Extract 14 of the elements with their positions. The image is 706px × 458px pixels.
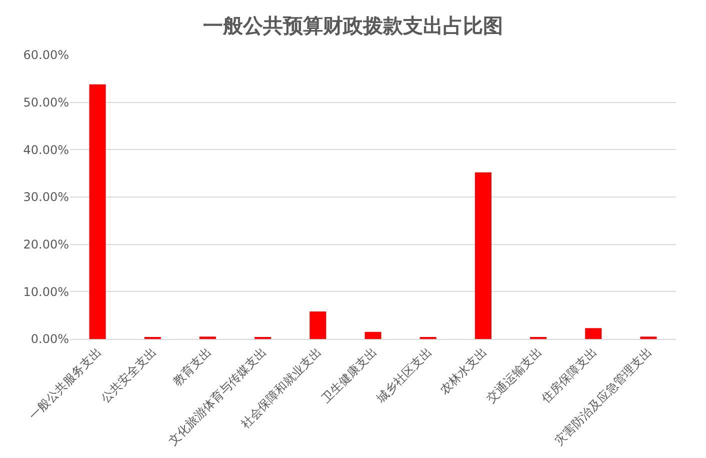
- x-tick-label: 教育支出: [170, 344, 214, 389]
- bar: [474, 172, 492, 339]
- y-tick-label: 60.00%: [23, 48, 69, 62]
- y-tick-label: 10.00%: [23, 284, 69, 299]
- y-tick-label: 40.00%: [23, 142, 69, 157]
- y-tick-label: 50.00%: [23, 96, 69, 110]
- y-tick-label: 30.00%: [23, 190, 69, 204]
- chart-title: 一般公共预算财政拨款支出占比图: [203, 15, 503, 38]
- bar: [364, 332, 382, 339]
- y-tick-label: 0.00%: [30, 332, 69, 346]
- bar: [89, 84, 106, 339]
- bar: [585, 328, 602, 339]
- bar: [310, 312, 326, 339]
- y-tick-label: 20.00%: [23, 238, 69, 252]
